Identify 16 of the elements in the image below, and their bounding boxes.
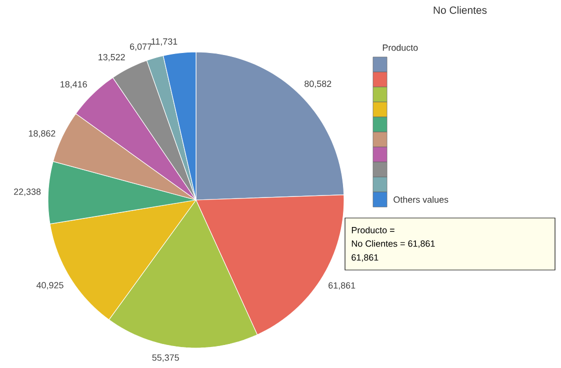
chart-title: No Clientes [434, 6, 487, 14]
data-label: 11,731 [152, 38, 178, 46]
data-label: 18,416 [60, 81, 87, 89]
text: 61,861 [352, 254, 378, 262]
data-label: 40,925 [36, 282, 64, 290]
text: Producto = [352, 226, 394, 234]
data-label: 61,861 [328, 282, 356, 290]
data-label: 22,338 [14, 188, 41, 196]
data-label: 18,862 [28, 130, 56, 138]
data-label: 80,582 [304, 80, 332, 88]
data-label: 13,522 [98, 54, 125, 62]
text: No Clientes = 61,861 [352, 240, 435, 248]
data-label: 55,375 [152, 354, 179, 362]
data-label: 6,077 [130, 43, 152, 51]
legend-label: Others values [394, 196, 448, 203]
legend-title: Producto [382, 44, 418, 51]
